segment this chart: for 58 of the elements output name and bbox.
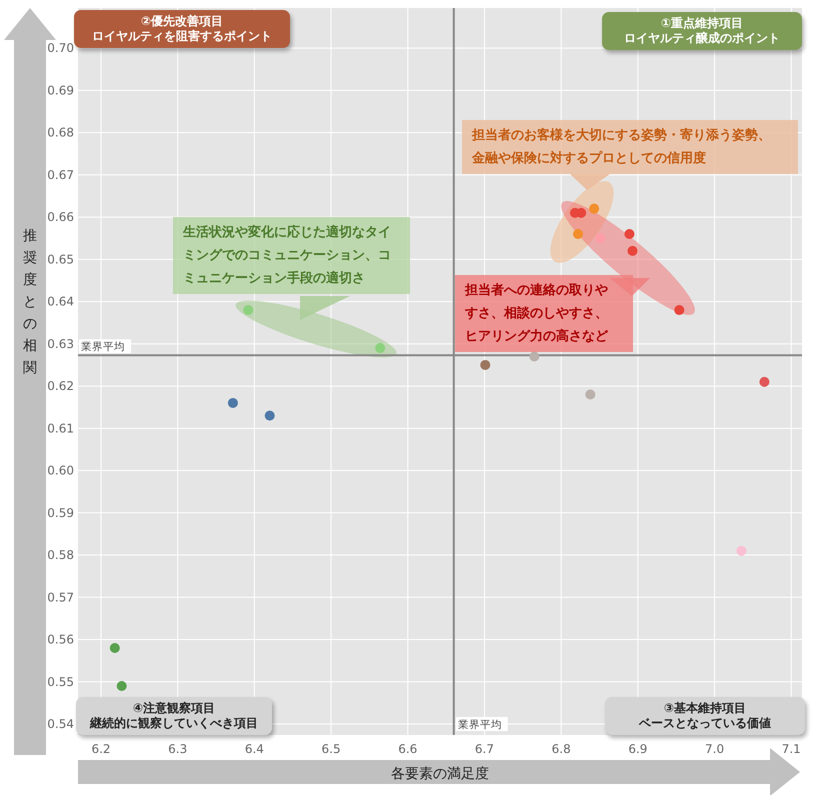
annotation: ①重点維持項目 [660,16,744,31]
annotation: 生活状況や変化に応じた適切なタイミングでのコミュニケーション、コミュニケーション手段の適切さ [183,224,392,288]
point [585,390,596,400]
x-tick-label: 7.1 [782,742,801,756]
point [674,305,684,316]
y-tick-label: 0.65 [47,252,74,266]
y-tick-label: 0.58 [47,548,74,562]
annotation: ロイヤルティを阻害するポイント [91,29,273,44]
annotation: 継続的に観察していくべき項目 [88,716,259,731]
x-tick-label: 6.3 [168,742,188,756]
y-tick-label: 0.66 [47,210,74,224]
y-tick-label: 0.68 [47,126,74,140]
point [589,204,600,214]
y-tick-label: 0.56 [47,632,74,647]
point [573,229,584,239]
point [243,305,254,316]
y-tick-label: 0.63 [47,336,74,351]
annotation: ②優先改善項目 [140,14,224,29]
x-tick-label: 7.0 [705,742,724,756]
point [759,376,770,387]
y-tick-label: 0.67 [47,168,74,182]
x-axis-title: 各要素の満足度 [391,766,489,782]
x-tick-label: 6.7 [474,742,494,756]
annotation: 担当者のお客様を大切にする姿勢・寄り添う姿勢、金融や保険に対するプロとしての信用度 [472,126,772,168]
point [375,343,386,354]
point [529,352,540,362]
x-tick-label: 6.8 [552,742,571,756]
x-tick-label: 6.4 [244,742,264,756]
annotation: ③基本維持項目 [662,701,748,716]
x-tick-label: 6.2 [91,742,111,756]
y-tick-label: 0.70 [47,41,74,56]
y-tick-label: 0.69 [47,83,74,98]
y-tick-label: 0.59 [47,506,74,520]
point [480,360,490,370]
point [264,410,275,421]
point [116,681,127,691]
annotation: 担当者への連絡の取りやすさ、相談のしやすさ、ヒアリング力の高さなど [465,282,609,346]
y-tick-label: 0.64 [47,294,74,309]
y-tick-label: 0.54 [47,717,74,732]
x-tick-label: 6.5 [322,742,341,756]
y-tick-label: 0.55 [47,674,74,689]
y-tick-label: 0.62 [47,379,74,394]
y-tick-label: 0.57 [47,590,74,604]
point [110,642,120,653]
point [228,398,238,408]
point [628,246,638,256]
annotation: ベースとなっている価値 [638,716,772,731]
y-axis-title: 推奨度との相関 [23,228,37,376]
ref-line-label: 業界平均 [458,719,502,731]
y-tick-label: 0.60 [47,464,74,478]
point [736,546,746,556]
y-tick-label: 0.61 [47,421,74,436]
point [624,229,634,239]
ref-line-label: 業界平均 [81,341,125,354]
x-tick-label: 6.9 [628,742,648,756]
x-tick-label: 6.6 [398,742,418,756]
annotation: ロイヤルティ醸成のポイント [623,31,781,46]
annotation: ④注意観察項目 [132,701,216,716]
